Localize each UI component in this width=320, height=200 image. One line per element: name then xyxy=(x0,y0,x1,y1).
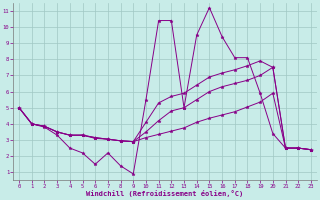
X-axis label: Windchill (Refroidissement éolien,°C): Windchill (Refroidissement éolien,°C) xyxy=(86,190,244,197)
